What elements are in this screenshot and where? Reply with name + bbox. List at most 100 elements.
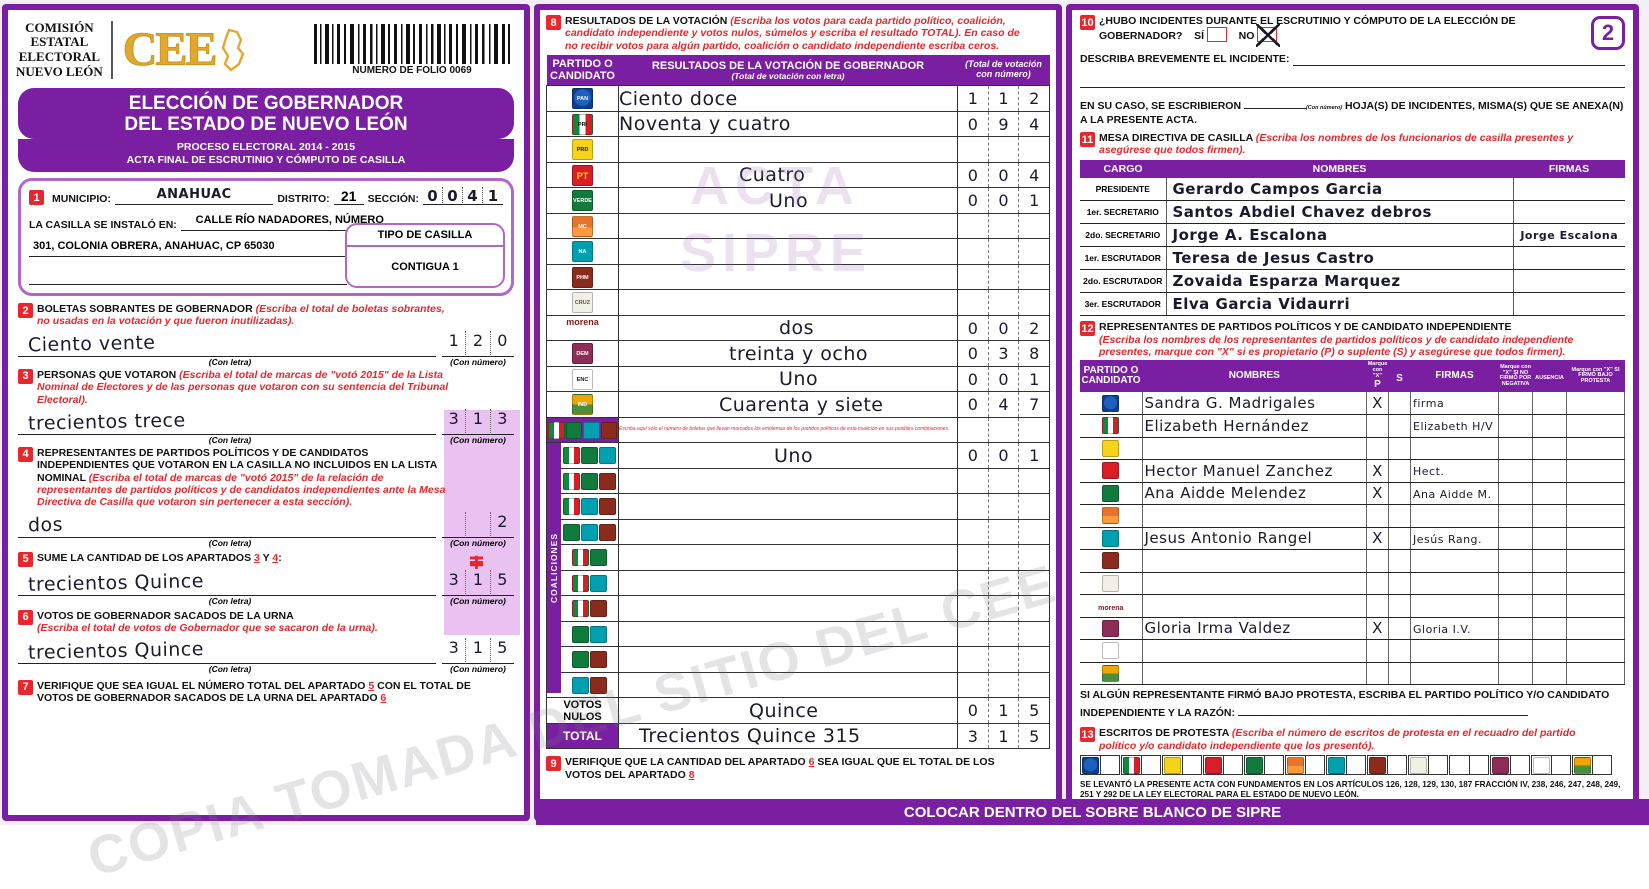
rep-ausencia-cell[interactable]: [1532, 392, 1567, 416]
rep-ausencia-cell[interactable]: [1532, 639, 1567, 663]
section-5-numero-field[interactable]: 3 1 5: [442, 569, 514, 596]
rep-protesta-cell[interactable]: [1566, 459, 1625, 483]
rep-s-mark[interactable]: [1388, 639, 1411, 663]
rep-row[interactable]: Sandra G. Madrigales X firma: [1080, 392, 1625, 416]
votes-row-prd[interactable]: PRD: [546, 136, 1050, 163]
section-3-letra-field[interactable]: trecientos trece: [18, 409, 436, 435]
protest-cell-dem[interactable]: [1490, 755, 1530, 776]
protest-reason-field[interactable]: [1237, 715, 1528, 717]
address-field-line1[interactable]: CALLE RÍO NADADORES, NÚMERO: [180, 214, 399, 232]
rep-negativa-cell[interactable]: [1498, 617, 1533, 641]
rep-row[interactable]: [1080, 437, 1625, 461]
coalition-row[interactable]: [546, 646, 1050, 673]
distrito-field[interactable]: 21: [333, 188, 364, 206]
section-5-letra-field[interactable]: trecientos Quince: [18, 570, 436, 596]
rep-p-mark[interactable]: X: [1372, 393, 1383, 412]
coalition-row[interactable]: [546, 595, 1050, 622]
votes-row-na[interactable]: NA: [546, 238, 1050, 265]
rep-protesta-cell[interactable]: [1566, 594, 1625, 618]
rep-negativa-cell[interactable]: [1498, 662, 1533, 686]
protest-cell-pt[interactable]: [1203, 755, 1243, 776]
rep-p-mark[interactable]: [1366, 639, 1389, 663]
sheets-count-field[interactable]: [1243, 107, 1306, 109]
protest-cell-pri[interactable]: [1121, 755, 1161, 776]
mesa-row[interactable]: 2do. ESCRUTADOR Zovaida Esparza Marquez: [1080, 269, 1625, 294]
no-checkbox[interactable]: [1256, 24, 1281, 48]
coalition-row[interactable]: [546, 544, 1050, 571]
votes-row-cruz[interactable]: CRUZ: [546, 289, 1050, 316]
protest-cell-phm[interactable]: [1367, 755, 1407, 776]
si-checkbox[interactable]: [1206, 27, 1227, 43]
rep-ausencia-cell[interactable]: [1532, 504, 1567, 528]
coalition-row[interactable]: [546, 671, 1050, 699]
mesa-row[interactable]: 1er. ESCRUTADOR Teresa de Jesus Castro: [1080, 246, 1625, 271]
section-2-letra-field[interactable]: Ciento vente: [18, 331, 436, 357]
rep-protesta-cell[interactable]: [1566, 392, 1625, 416]
rep-p-mark[interactable]: X: [1372, 529, 1383, 548]
protest-cell-cruz[interactable]: [1408, 755, 1448, 776]
rep-ausencia-cell[interactable]: [1532, 482, 1567, 506]
protest-cell-verde[interactable]: [1244, 755, 1284, 776]
rep-row[interactable]: Elizabeth Hernández Elizabeth H/V: [1080, 414, 1625, 438]
rep-p-mark[interactable]: X: [1372, 461, 1383, 480]
rep-s-mark[interactable]: [1388, 549, 1411, 573]
mesa-row[interactable]: PRESIDENTE Gerardo Campos Garcia: [1080, 177, 1625, 202]
rep-negativa-cell[interactable]: [1498, 527, 1533, 551]
rep-negativa-cell[interactable]: [1498, 572, 1533, 596]
rep-s-mark[interactable]: [1388, 437, 1411, 461]
rep-negativa-cell[interactable]: [1498, 392, 1533, 416]
rep-protesta-cell[interactable]: [1566, 662, 1625, 686]
rep-negativa-cell[interactable]: [1498, 504, 1533, 528]
rep-ausencia-cell[interactable]: [1532, 572, 1567, 596]
rep-row[interactable]: [1080, 504, 1625, 528]
protest-cell-prd[interactable]: [1162, 755, 1202, 776]
rep-row[interactable]: Gloria Irma Valdez X Gloria I.V.: [1080, 617, 1625, 641]
rep-ausencia-cell[interactable]: [1532, 414, 1567, 438]
rep-p-mark[interactable]: [1366, 549, 1389, 573]
rep-s-mark[interactable]: [1388, 572, 1411, 596]
rep-protesta-cell[interactable]: [1566, 437, 1625, 461]
section-4-letra-field[interactable]: dos: [18, 512, 436, 538]
rep-protesta-cell[interactable]: [1566, 639, 1625, 663]
rep-s-mark[interactable]: [1388, 594, 1411, 618]
rep-negativa-cell[interactable]: [1498, 414, 1533, 438]
rep-ausencia-cell[interactable]: [1532, 662, 1567, 686]
protest-cell-enc[interactable]: [1531, 755, 1571, 776]
rep-ausencia-cell[interactable]: [1532, 459, 1567, 483]
rep-row[interactable]: Hector Manuel Zanchez X Hect.: [1080, 459, 1625, 483]
rep-p-mark[interactable]: [1366, 662, 1389, 686]
incident-description-field[interactable]: [1293, 52, 1625, 66]
rep-p-mark[interactable]: [1366, 594, 1389, 618]
rep-p-mark[interactable]: [1366, 504, 1389, 528]
rep-protesta-cell[interactable]: [1566, 617, 1625, 641]
rep-negativa-cell[interactable]: [1498, 437, 1533, 461]
rep-protesta-cell[interactable]: [1566, 504, 1625, 528]
mesa-row[interactable]: 3er. ESCRUTADOR Elva Garcia Vidaurri: [1080, 292, 1625, 317]
rep-ausencia-cell[interactable]: [1532, 549, 1567, 573]
section-6-numero-field[interactable]: 3 1 5: [442, 637, 514, 664]
coalition-row[interactable]: [546, 493, 1050, 520]
rep-row[interactable]: [1080, 662, 1625, 686]
incident-description-field-2[interactable]: [1080, 72, 1625, 88]
section-3-numero-field[interactable]: 3 1 3: [442, 408, 514, 435]
votes-row-mc[interactable]: MC: [546, 212, 1050, 240]
protest-cell-mc[interactable]: [1285, 755, 1325, 776]
coalition-row[interactable]: [546, 467, 1050, 495]
rep-protesta-cell[interactable]: [1566, 482, 1625, 506]
rep-ausencia-cell[interactable]: [1532, 594, 1567, 618]
protest-cell-na[interactable]: [1326, 755, 1366, 776]
rep-negativa-cell[interactable]: [1498, 482, 1533, 506]
rep-negativa-cell[interactable]: [1498, 459, 1533, 483]
rep-ausencia-cell[interactable]: [1532, 527, 1567, 551]
municipio-field[interactable]: ANAHUAC: [114, 187, 274, 206]
protest-cell-pan[interactable]: [1080, 755, 1120, 776]
rep-row[interactable]: Ana Aidde Melendez X Ana Aidde M.: [1080, 482, 1625, 506]
